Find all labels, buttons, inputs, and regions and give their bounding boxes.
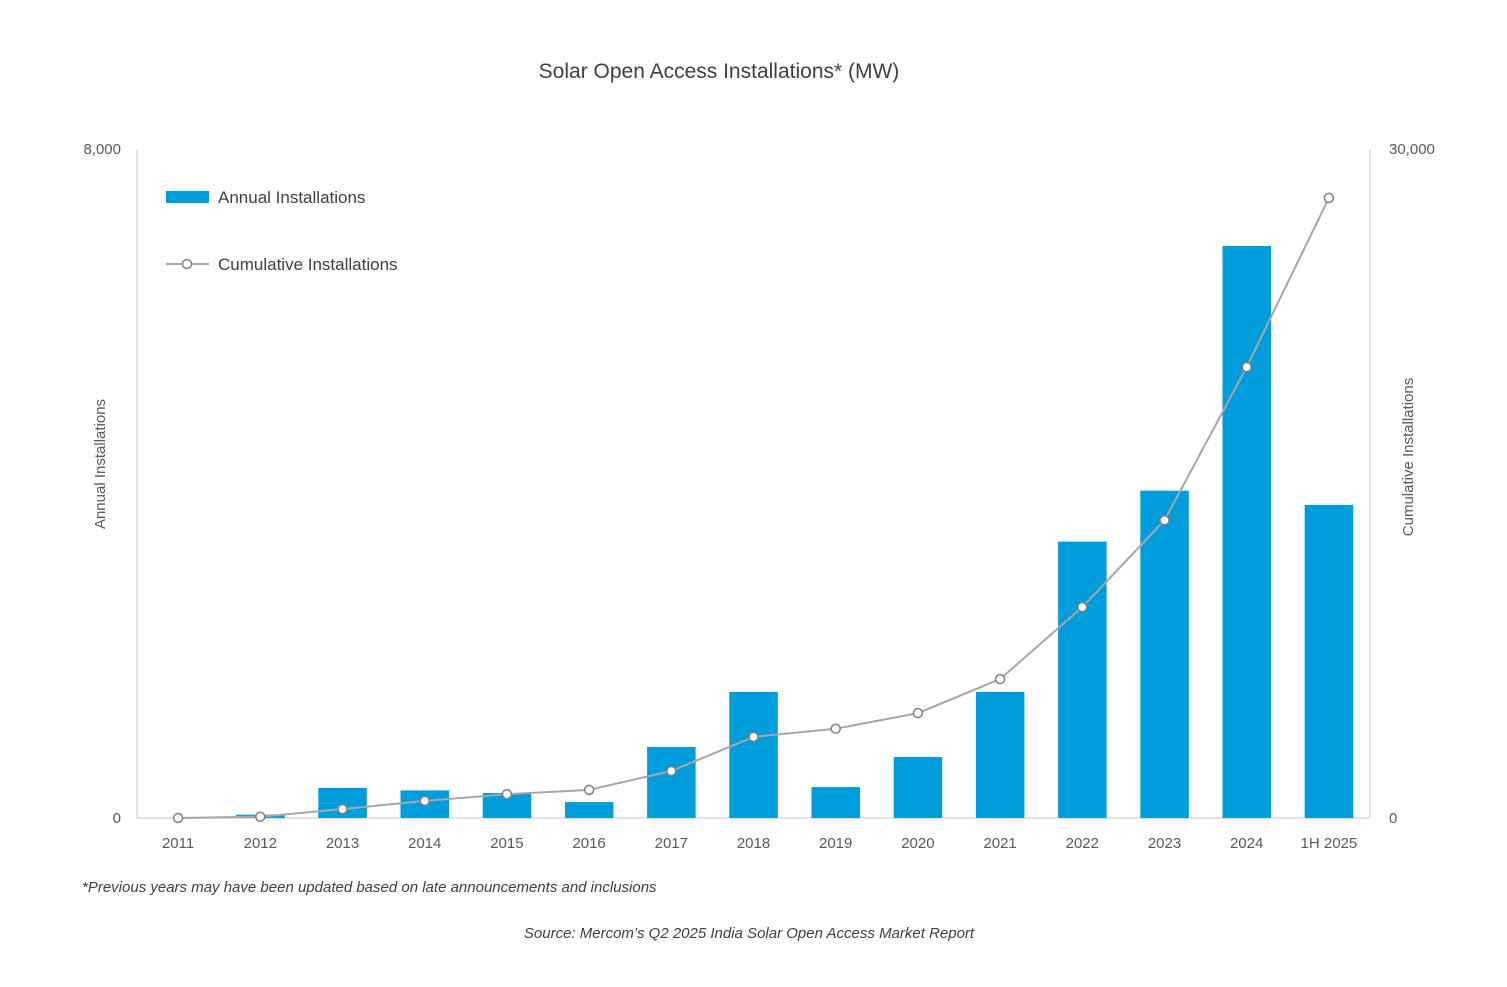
cumulative-point-2024 (1241, 361, 1252, 373)
bar-1h-2025 (1304, 504, 1354, 818)
cumulative-point-2017 (666, 765, 677, 777)
cumulative-point-2016 (583, 784, 595, 796)
bar-2019 (811, 787, 860, 818)
source-note: Source: Mercom’s Q2 2025 India Solar Ope… (524, 925, 975, 942)
x-axis-tick-labels: 2011 2012 2013 2014 2015 2016 2017 2018 2019 2020… (162, 835, 1357, 852)
right-axis-title: Cumulative Installations (1400, 378, 1417, 536)
chart-title: Solar Open Access Installations* (MW) (539, 60, 900, 83)
cumulative-point-2012 (255, 811, 266, 822)
bar-2024 (1222, 246, 1271, 818)
x-tick-label-2015: 2015 (490, 835, 523, 852)
left-axis-min-label: 0 (113, 810, 121, 827)
x-tick-label-2012: 2012 (244, 835, 277, 852)
x-tick-label-2019: 2019 (819, 835, 852, 852)
cumulative-point-2011 (172, 812, 184, 824)
x-tick-label-2023: 2023 (1148, 835, 1181, 852)
cumulative-point-2018 (748, 731, 759, 743)
x-tick-label-2016: 2016 (572, 835, 605, 852)
bar-2023 (1140, 490, 1189, 818)
legend-bar-swatch (166, 191, 209, 203)
x-tick-label-2022: 2022 (1066, 835, 1099, 852)
x-tick-label-1h-2025: 1H 2025 (1301, 835, 1358, 852)
x-tick-label-2018: 2018 (737, 835, 770, 852)
annual-bars (236, 246, 1354, 818)
cumulative-point-2015 (501, 788, 513, 800)
x-tick-label-2017: 2017 (655, 835, 688, 852)
bar-2017 (647, 747, 696, 818)
cumulative-point-1h-2025 (1323, 192, 1335, 204)
cumulative-point-2022 (1077, 601, 1088, 613)
right-axis-min-label: 0 (1389, 810, 1397, 827)
footnote: *Previous years may have been updated ba… (82, 879, 657, 896)
bar-2018 (729, 691, 778, 818)
left-axis-title: Annual Installations (92, 399, 109, 529)
x-tick-label-2021: 2021 (983, 835, 1016, 852)
x-tick-label-2014: 2014 (408, 835, 441, 852)
legend-annual-label: Annual Installations (218, 188, 365, 207)
bar-2020 (893, 757, 943, 818)
x-tick-label-2024: 2024 (1230, 835, 1263, 852)
bar-2022 (1058, 541, 1107, 818)
cumulative-line-series (172, 192, 1335, 824)
cumulative-point-2019 (830, 723, 841, 734)
left-axis-max-label: 8,000 (83, 141, 121, 158)
legend-cumulative-label: Cumulative Installations (218, 255, 398, 274)
x-tick-label-2013: 2013 (326, 835, 359, 852)
cumulative-point-2023 (1159, 515, 1170, 526)
x-tick-label-2011: 2011 (162, 835, 194, 852)
legend-line-marker (181, 258, 193, 270)
cumulative-point-2021 (994, 673, 1006, 685)
cumulative-point-2014 (419, 795, 430, 807)
bar-2021 (975, 691, 1025, 818)
x-tick-label-2020: 2020 (901, 835, 934, 852)
right-axis-max-label: 30,000 (1389, 141, 1435, 158)
cumulative-point-2020 (912, 707, 924, 719)
bar-2016 (564, 802, 614, 818)
cumulative-point-2013 (337, 803, 348, 815)
